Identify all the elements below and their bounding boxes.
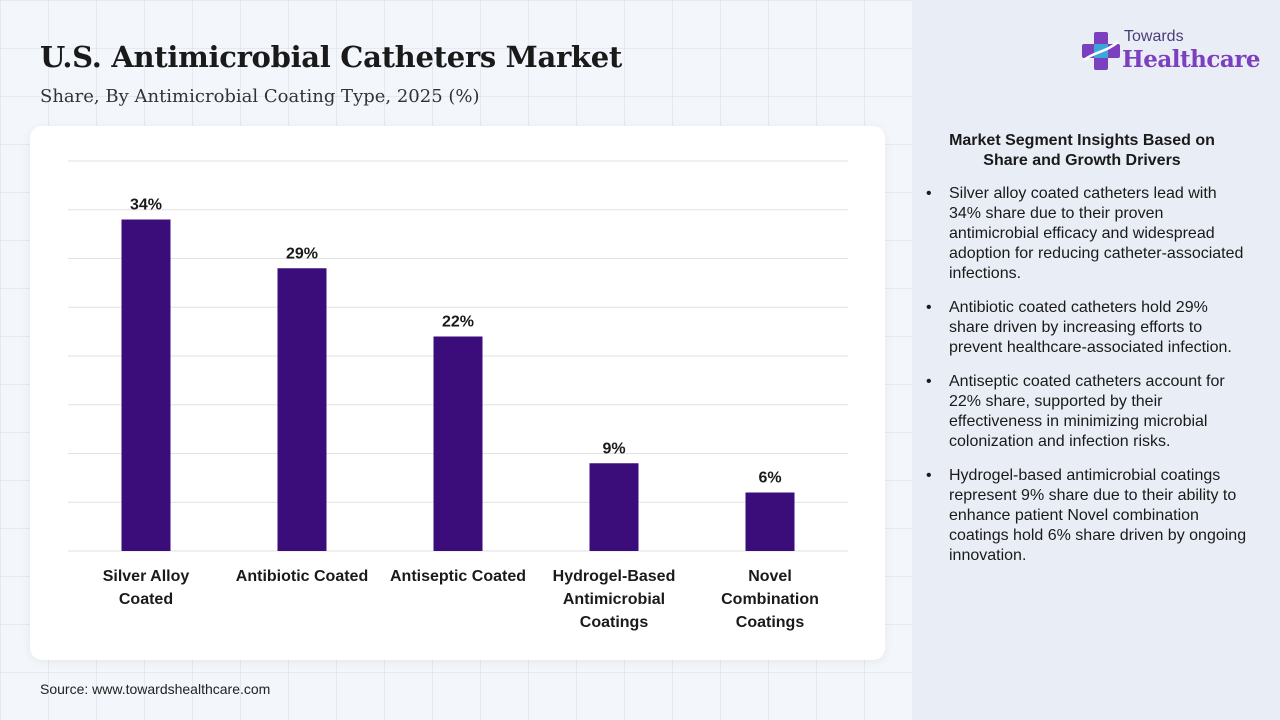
category-label-line: Silver Alloy <box>103 568 190 585</box>
insights-panel <box>912 0 1280 720</box>
bar <box>745 492 795 551</box>
bar <box>121 219 171 551</box>
bar-chart: 34% Silver Alloy Coated 29% Antibiotic Coate… <box>68 160 848 631</box>
category-label: Hydrogel-Based Antimicrobial Coatings <box>553 568 676 631</box>
data-label: 6% <box>758 470 781 487</box>
chart-card: 34% Silver Alloy Coated 29% Antibiotic Coate… <box>30 126 885 660</box>
page-subtitle: Share, By Antimicrobial Coating Type, 20… <box>40 86 480 107</box>
data-label: 29% <box>286 245 318 262</box>
category-label-line: Coated <box>119 591 173 608</box>
bar <box>589 463 639 551</box>
category-label-line: Novel <box>748 568 792 585</box>
insights-title-line: Share and Growth Drivers <box>983 152 1181 169</box>
category-label-line: Antiseptic Coated <box>390 568 526 585</box>
category-label-line: Hydrogel-Based <box>553 568 676 585</box>
plus-cross-icon <box>1082 32 1120 70</box>
data-label: 22% <box>442 314 474 331</box>
category-label: Antibiotic Coated <box>236 568 368 585</box>
insight-item: Antibiotic coated catheters hold 29% sha… <box>922 298 1252 358</box>
brand-logo: Towards Healthcare <box>1080 26 1261 76</box>
bar <box>433 336 483 551</box>
page-title: U.S. Antimicrobial Catheters Market <box>40 40 622 74</box>
data-label: 9% <box>602 440 625 457</box>
category-label-line: Antibiotic Coated <box>236 568 368 585</box>
category-label-line: Combination <box>721 591 819 608</box>
insight-item: Hydrogel-based antimicrobial coatings re… <box>922 466 1252 566</box>
insights-title: Market Segment Insights Based on Share a… <box>922 131 1242 171</box>
category-label-line: Coatings <box>736 614 805 631</box>
category-label-line: Coatings <box>580 614 649 631</box>
category-label: Silver Alloy Coated <box>103 568 190 608</box>
bar <box>277 268 327 551</box>
category-label: Novel Combination Coatings <box>721 568 819 631</box>
insight-item: Antiseptic coated catheters account for … <box>922 372 1252 452</box>
data-label: 34% <box>130 197 162 214</box>
insights-list: Silver alloy coated catheters lead with … <box>922 184 1252 580</box>
insights-title-line: Market Segment Insights Based on <box>949 132 1215 149</box>
category-label-line: Antimicrobial <box>563 591 665 608</box>
logo-text-towards: Towards <box>1124 28 1184 45</box>
source-note: Source: www.towardshealthcare.com <box>40 681 271 697</box>
logo-text-healthcare: Healthcare <box>1122 46 1261 73</box>
insight-item: Silver alloy coated catheters lead with … <box>922 184 1252 284</box>
category-label: Antiseptic Coated <box>390 568 526 585</box>
chart-section: U.S. Antimicrobial Catheters Market Shar… <box>30 40 885 697</box>
